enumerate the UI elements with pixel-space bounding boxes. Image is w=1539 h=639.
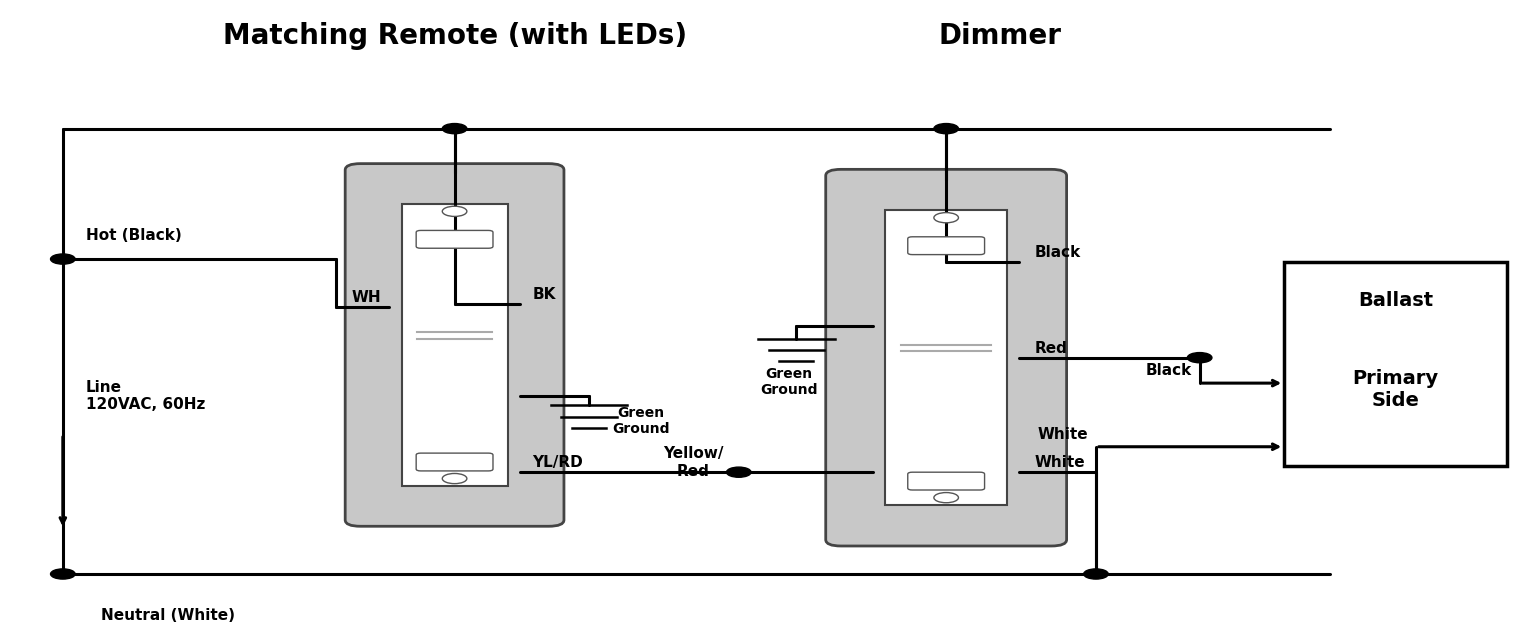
- Circle shape: [442, 123, 466, 134]
- Text: Primary
Side: Primary Side: [1353, 369, 1439, 410]
- FancyBboxPatch shape: [908, 237, 985, 254]
- Circle shape: [934, 493, 959, 503]
- FancyBboxPatch shape: [416, 231, 492, 248]
- Text: Green
Ground: Green Ground: [760, 367, 817, 397]
- Circle shape: [934, 123, 959, 134]
- Circle shape: [726, 467, 751, 477]
- Text: Neutral (White): Neutral (White): [102, 608, 235, 623]
- Bar: [402, 204, 508, 486]
- Circle shape: [51, 254, 75, 264]
- Circle shape: [1188, 353, 1211, 363]
- Circle shape: [934, 213, 959, 223]
- Text: Black: Black: [1034, 245, 1080, 260]
- Circle shape: [442, 206, 466, 217]
- Text: Black: Black: [1145, 363, 1193, 378]
- Text: Red: Red: [1034, 341, 1068, 356]
- Text: BK: BK: [532, 286, 556, 302]
- Bar: [885, 210, 1007, 505]
- Text: Dimmer: Dimmer: [939, 22, 1062, 50]
- Text: Ballast: Ballast: [1357, 291, 1433, 310]
- Text: YL/RD: YL/RD: [532, 455, 583, 470]
- Text: White: White: [1034, 455, 1085, 470]
- Text: Matching Remote (with LEDs): Matching Remote (with LEDs): [223, 22, 686, 50]
- FancyBboxPatch shape: [416, 453, 492, 471]
- Text: Hot (Black): Hot (Black): [86, 228, 182, 243]
- FancyBboxPatch shape: [345, 164, 563, 527]
- Text: White: White: [1037, 426, 1088, 442]
- FancyBboxPatch shape: [826, 169, 1067, 546]
- FancyBboxPatch shape: [908, 472, 985, 490]
- Circle shape: [442, 473, 466, 484]
- Circle shape: [1083, 569, 1108, 579]
- Circle shape: [51, 569, 75, 579]
- Text: Green
Ground: Green Ground: [613, 406, 669, 436]
- Text: Line
120VAC, 60Hz: Line 120VAC, 60Hz: [86, 380, 205, 412]
- Text: Yellow/
Red: Yellow/ Red: [663, 447, 723, 479]
- Text: WH: WH: [352, 289, 382, 305]
- Bar: [1284, 262, 1507, 466]
